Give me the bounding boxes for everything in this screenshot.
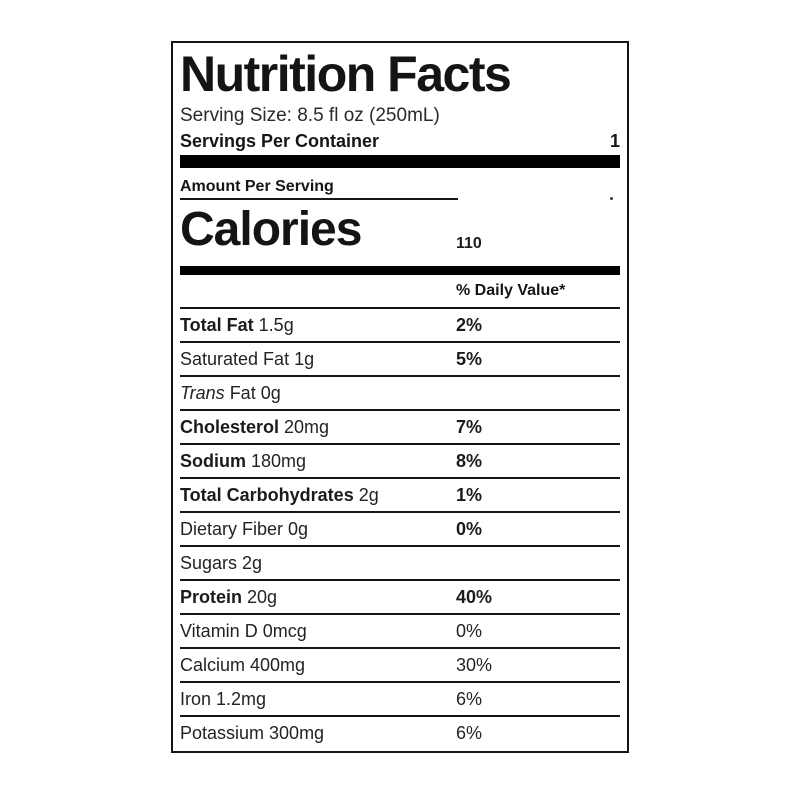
nutrient-name: Protein 20g bbox=[180, 586, 278, 607]
nutrient-percent: 2% bbox=[456, 314, 483, 335]
amount-per-serving-label: Amount Per Serving bbox=[180, 178, 334, 195]
nutrient-row-sodium: Sodium 180mg 8% bbox=[180, 443, 620, 477]
nutrient-name: Potassium 300mg bbox=[180, 722, 325, 743]
nutrient-name: Total Carbohydrates 2g bbox=[180, 484, 379, 505]
nutrient-row-iron: Iron 1.2mg 6% bbox=[180, 681, 620, 715]
nutrition-facts-label: Nutrition Facts Serving Size: 8.5 fl oz … bbox=[171, 41, 629, 753]
nutrient-row-saturated-fat: Saturated Fat 1g 5% bbox=[180, 341, 620, 375]
nutrient-row-calcium: Calcium 400mg 30% bbox=[180, 647, 620, 681]
nutrient-name: Total Fat 1.5g bbox=[180, 314, 294, 335]
nutrient-row-protein: Protein 20g 40% bbox=[180, 579, 620, 613]
nutrient-row-dietary-fiber: Dietary Fiber 0g 0% bbox=[180, 511, 620, 545]
nutrient-percent: 30% bbox=[456, 654, 493, 675]
nutrient-row-potassium: Potassium 300mg 6% bbox=[180, 715, 620, 749]
nutrient-percent: 40% bbox=[456, 586, 493, 607]
servings-per-container-value: 1 bbox=[609, 131, 620, 151]
nutrient-name: Saturated Fat 1g bbox=[180, 348, 315, 369]
amount-per-serving-underline bbox=[180, 197, 620, 200]
servings-per-container-row: Servings Per Container 1 bbox=[180, 129, 620, 153]
calories-row: Calories 110 bbox=[180, 202, 620, 258]
nutrient-row-sugars: Sugars 2g bbox=[180, 545, 620, 579]
nutrient-percent: 7% bbox=[456, 416, 483, 437]
nutrient-name: Iron 1.2mg bbox=[180, 688, 267, 709]
nutrient-name: Sugars 2g bbox=[180, 552, 263, 573]
calories-value: 110 bbox=[456, 235, 482, 252]
nutrient-name: Trans Fat 0g bbox=[180, 382, 281, 403]
medium-divider-bar bbox=[180, 266, 620, 275]
nutrient-percent: 1% bbox=[456, 484, 483, 505]
nutrient-row-vitamin-d: Vitamin D 0mcg 0% bbox=[180, 613, 620, 647]
daily-value-header: % Daily Value* bbox=[456, 282, 566, 299]
nutrient-name: Calcium 400mg bbox=[180, 654, 306, 675]
underline-rule bbox=[180, 198, 458, 200]
label-title: Nutrition Facts bbox=[180, 46, 512, 102]
calories-label: Calories bbox=[180, 203, 362, 256]
stray-dot bbox=[610, 197, 613, 200]
nutrient-row-cholesterol: Cholesterol 20mg 7% bbox=[180, 409, 620, 443]
nutrient-percent: 0% bbox=[456, 620, 483, 641]
nutrient-row-trans-fat: Trans Fat 0g bbox=[180, 375, 620, 409]
nutrient-percent: 6% bbox=[456, 722, 483, 743]
nutrient-percent: 0% bbox=[456, 518, 483, 539]
nutrient-percent: 8% bbox=[456, 450, 483, 471]
nutrient-rows: Total Fat 1.5g 2% Saturated Fat 1g 5% Tr… bbox=[180, 307, 620, 749]
nutrient-row-total-fat: Total Fat 1.5g 2% bbox=[180, 307, 620, 341]
thick-divider-bar bbox=[180, 155, 620, 168]
nutrient-name: Vitamin D 0mcg bbox=[180, 620, 307, 641]
nutrient-name: Sodium 180mg bbox=[180, 450, 307, 471]
nutrient-name: Dietary Fiber 0g bbox=[180, 518, 309, 539]
nutrient-row-total-carbohydrates: Total Carbohydrates 2g 1% bbox=[180, 477, 620, 511]
nutrient-percent: 6% bbox=[456, 688, 483, 709]
servings-per-container-label: Servings Per Container bbox=[180, 131, 380, 151]
nutrient-name: Cholesterol 20mg bbox=[180, 416, 330, 437]
serving-size-text: Serving Size: 8.5 fl oz (250mL) bbox=[180, 105, 440, 126]
nutrient-percent: 5% bbox=[456, 348, 483, 369]
